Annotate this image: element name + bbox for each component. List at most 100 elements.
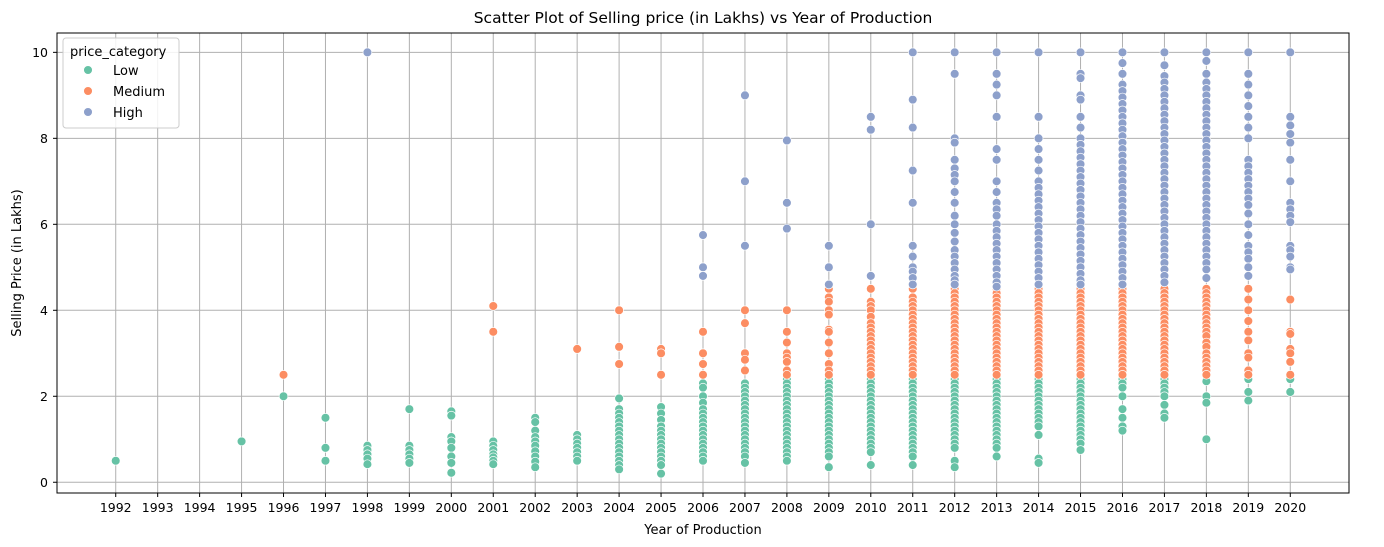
data-point [949, 187, 960, 197]
data-point [907, 451, 918, 462]
data-point [1075, 47, 1086, 58]
x-tick-label: 1992 [100, 500, 132, 515]
data-point [1243, 200, 1254, 210]
data-point [1201, 370, 1212, 380]
data-point [1159, 400, 1170, 410]
data-point [1201, 56, 1212, 66]
data-point [1033, 421, 1044, 432]
data-point [1117, 382, 1128, 393]
data-point [824, 462, 834, 472]
data-point [1075, 94, 1086, 105]
data-point [740, 305, 750, 316]
data-point [614, 464, 624, 475]
y-axis-ticks: 0 2 4 6 8 10 [32, 45, 57, 490]
data-point [866, 271, 876, 281]
data-point [488, 327, 499, 337]
data-point [1243, 294, 1254, 305]
chart-title: Scatter Plot of Selling price (in Lakhs)… [474, 9, 933, 27]
data-point [1201, 434, 1212, 445]
data-point [530, 462, 540, 472]
data-point [1075, 445, 1086, 455]
data-point [1243, 370, 1254, 380]
x-tick-label: 2014 [1023, 500, 1055, 515]
data-point [907, 370, 918, 380]
data-point [698, 382, 708, 393]
data-point [782, 223, 792, 234]
x-tick-label: 2012 [939, 500, 971, 515]
data-point [949, 198, 960, 208]
data-point [1243, 79, 1254, 90]
data-point [1243, 69, 1254, 79]
data-point [782, 456, 792, 466]
data-point [782, 305, 792, 316]
x-tick-label: 1994 [184, 500, 216, 515]
data-point [866, 460, 876, 470]
data-point [991, 370, 1002, 380]
data-point [949, 370, 960, 380]
x-tick-label: 2017 [1149, 500, 1181, 515]
data-point [949, 210, 960, 221]
data-point [1285, 348, 1296, 359]
x-tick-label: 2009 [813, 500, 845, 515]
data-point [1075, 370, 1086, 380]
data-point [824, 279, 834, 290]
data-point [949, 219, 960, 230]
data-point [656, 348, 666, 359]
data-point [1243, 335, 1254, 346]
data-point [362, 459, 373, 469]
data-point [698, 271, 708, 281]
data-point [698, 370, 708, 380]
data-point [1243, 133, 1254, 144]
data-point [991, 281, 1002, 292]
data-point [1285, 47, 1296, 58]
data-point [782, 357, 792, 367]
data-point [1243, 327, 1254, 337]
data-point [949, 279, 960, 290]
data-point [1285, 370, 1296, 380]
data-point [949, 137, 960, 148]
data-point [1285, 357, 1296, 367]
data-point [1075, 112, 1086, 122]
data-point [782, 198, 792, 208]
data-point [1159, 277, 1170, 288]
legend-title: price_category [70, 45, 167, 60]
data-point [907, 198, 918, 208]
data-point [1159, 60, 1170, 70]
data-point [949, 47, 960, 58]
data-point [991, 144, 1002, 154]
data-point [991, 210, 1002, 221]
x-tick-label: 2010 [855, 500, 887, 515]
legend-label-high: High [113, 106, 143, 121]
data-point [320, 456, 331, 466]
data-point [824, 370, 834, 380]
data-point [698, 262, 708, 273]
data-point [949, 462, 960, 472]
data-point [1117, 413, 1128, 423]
data-point [1159, 47, 1170, 58]
data-point [1285, 329, 1296, 339]
data-point [1285, 176, 1296, 187]
x-tick-label: 2019 [1232, 500, 1264, 515]
data-point [1033, 370, 1044, 380]
data-point [1285, 155, 1296, 165]
data-point [1243, 352, 1254, 363]
data-point [907, 94, 918, 105]
legend-items: Low Medium High [83, 64, 165, 121]
x-tick-label: 2007 [729, 500, 761, 515]
data-point [110, 456, 121, 466]
data-point [991, 90, 1002, 101]
data-point [824, 241, 834, 251]
data-point [1243, 284, 1254, 294]
x-tick-label: 2003 [561, 500, 593, 515]
legend-label-low: Low [113, 64, 139, 79]
data-point [824, 309, 834, 320]
data-point [866, 112, 876, 122]
data-point [991, 112, 1002, 122]
x-tick-label: 2011 [897, 500, 929, 515]
data-point [572, 456, 582, 466]
data-points [110, 47, 1296, 479]
data-point [991, 155, 1002, 165]
series-low [110, 374, 1296, 479]
data-point [446, 410, 457, 421]
